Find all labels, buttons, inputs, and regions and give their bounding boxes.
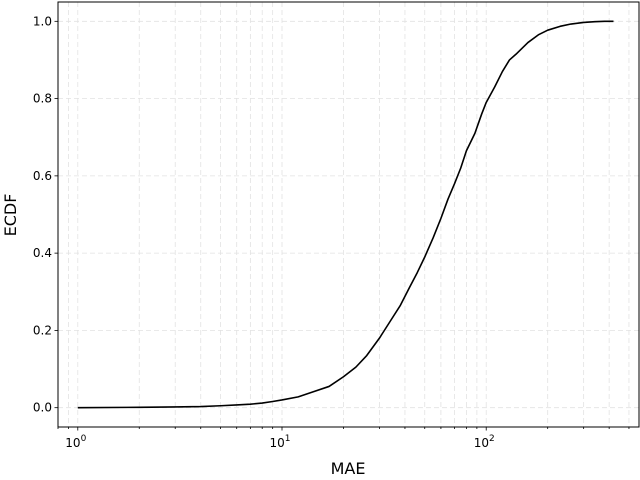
y-tick-label: 0.8: [33, 92, 52, 106]
x-tick-label: 100: [65, 434, 86, 450]
series-layer: [77, 20, 614, 409]
x-tick-label: 102: [474, 434, 495, 450]
x-tick-label-exponent: 0: [81, 434, 87, 444]
x-tick-label-base: 10: [269, 436, 284, 450]
y-tick-label: 0.0: [33, 401, 52, 415]
x-tick-label-exponent: 1: [285, 434, 291, 444]
x-tick-label-base: 10: [65, 436, 80, 450]
y-tick-label: 1.0: [33, 14, 52, 28]
y-tick-label: 0.4: [33, 246, 52, 260]
y-tick-label: 0.2: [33, 323, 52, 337]
x-axis-title: MAE: [331, 459, 366, 478]
x-tick-label-exponent: 2: [489, 434, 495, 444]
y-axis-title: ECDF: [1, 194, 20, 237]
x-tick-label: 101: [269, 434, 290, 450]
ecdf-line: [77, 20, 614, 409]
grid: [57, 2, 639, 427]
plot-frame: [57, 1, 640, 428]
y-tick-label: 0.6: [33, 169, 52, 183]
x-tick-label-base: 10: [474, 436, 489, 450]
